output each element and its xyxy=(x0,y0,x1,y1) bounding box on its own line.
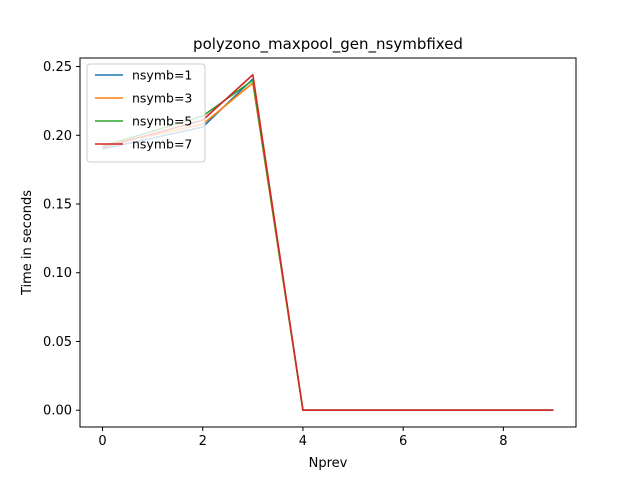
y-tick-label: 0.00 xyxy=(43,404,72,419)
axes-frame xyxy=(79,57,577,428)
chart-title: polyzono_maxpool_gen_nsymbfixed xyxy=(193,35,463,54)
x-tick-label: 0 xyxy=(98,434,106,449)
x-tick-label: 6 xyxy=(399,434,407,449)
y-tick-label: 0.15 xyxy=(43,198,72,213)
y-axis: 0.00 0.05 0.10 0.15 0.20 0.25 xyxy=(43,60,80,419)
legend-label: nsymb=7 xyxy=(132,137,192,152)
legend-box xyxy=(86,63,206,163)
y-tick-label: 0.25 xyxy=(43,60,72,75)
legend: nsymb=1 nsymb=3 nsymb=5 nsymb=7 xyxy=(86,63,206,163)
x-axis: 0 2 4 6 8 xyxy=(98,427,507,449)
legend-label: nsymb=3 xyxy=(132,91,192,106)
x-tick-label: 4 xyxy=(299,434,307,449)
y-tick-label: 0.20 xyxy=(43,129,72,144)
x-tick-label: 2 xyxy=(199,434,207,449)
x-axis-label: Nprev xyxy=(309,456,348,471)
x-tick-label: 8 xyxy=(499,434,507,449)
y-axis-label: Time in seconds xyxy=(20,190,35,296)
y-tick-label: 0.10 xyxy=(43,266,72,281)
y-tick-label: 0.05 xyxy=(43,335,72,350)
legend-label: nsymb=5 xyxy=(132,114,192,129)
legend-label: nsymb=1 xyxy=(132,68,192,83)
